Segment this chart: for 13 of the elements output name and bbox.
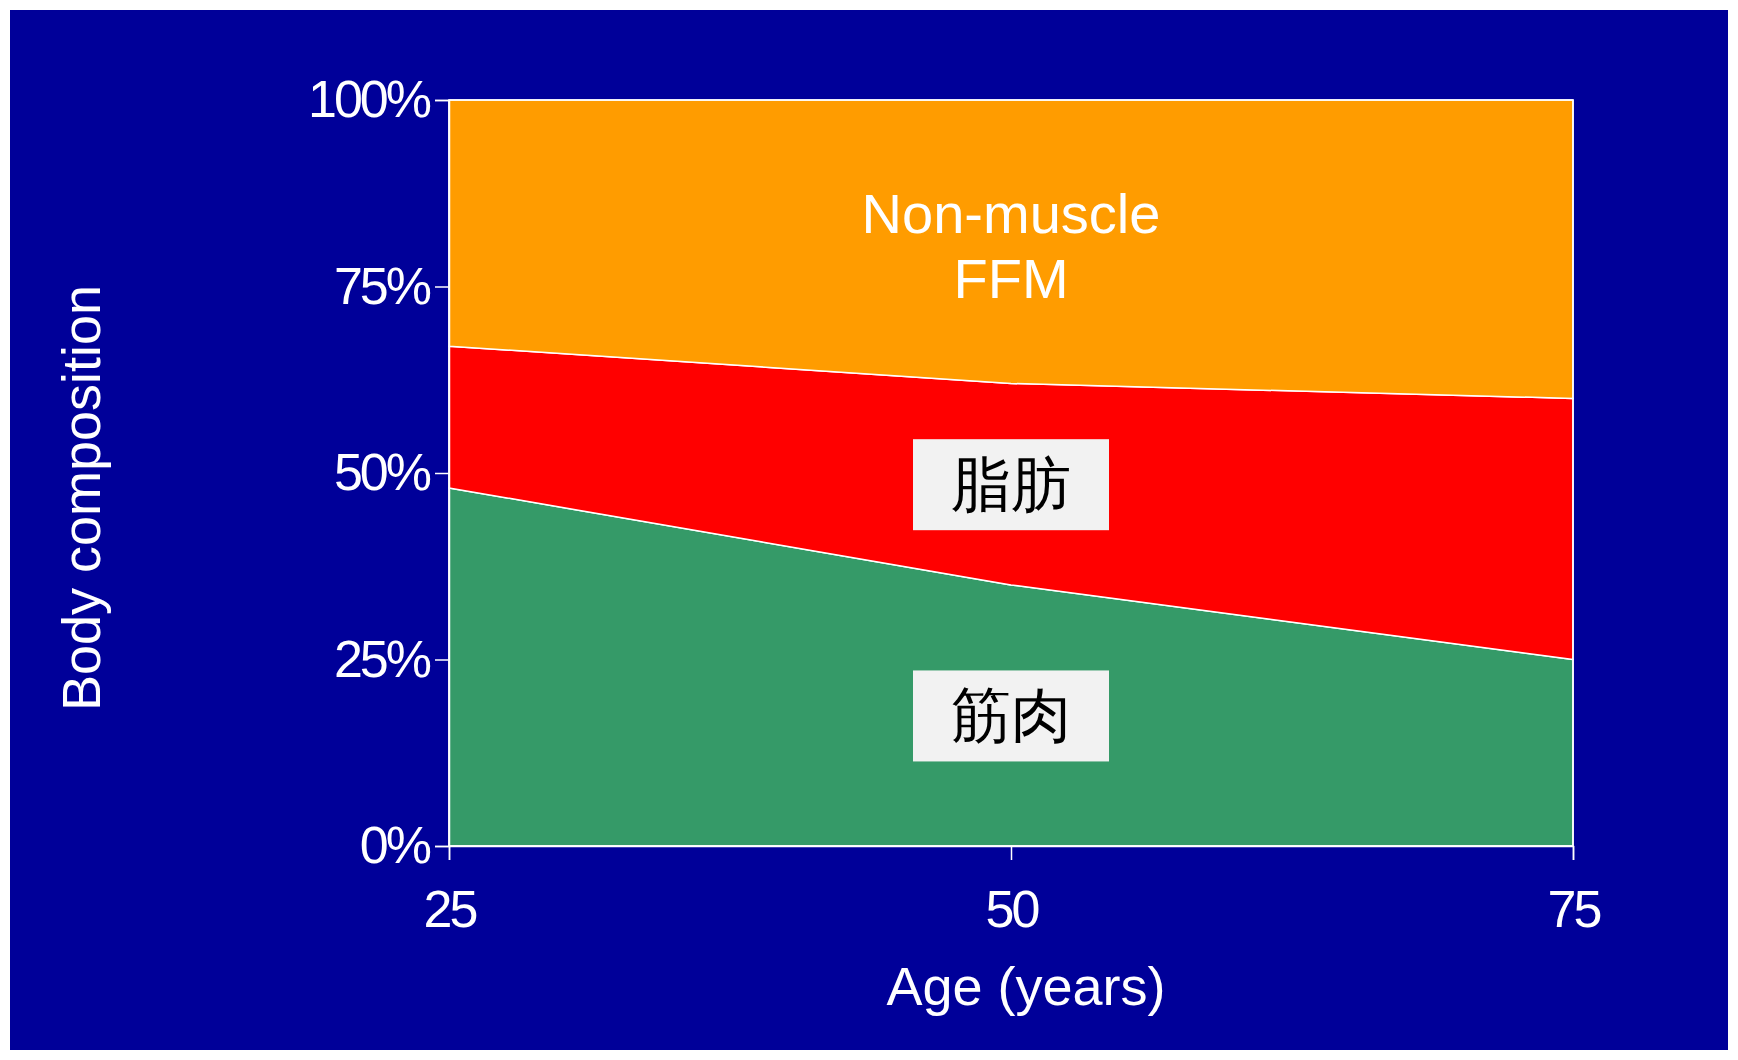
y-axis-title: Body composition bbox=[51, 284, 111, 712]
x-tick-label: 25 bbox=[423, 879, 477, 938]
series-label: Non-muscle FFM bbox=[861, 182, 1161, 310]
y-tick-label: 25% bbox=[333, 629, 431, 688]
series-label: 脂肪 bbox=[951, 451, 1071, 519]
y-tick-label: 75% bbox=[333, 256, 431, 315]
y-tick-label: 50% bbox=[333, 443, 431, 502]
y-tick-label: 0% bbox=[359, 816, 431, 875]
x-axis-title: Age (years) bbox=[886, 956, 1166, 1016]
x-tick-label: 50 bbox=[985, 879, 1039, 938]
x-tick-label: 75 bbox=[1547, 879, 1601, 938]
series-label: 筋肉 bbox=[951, 682, 1071, 750]
y-tick-label: 100% bbox=[308, 70, 431, 129]
